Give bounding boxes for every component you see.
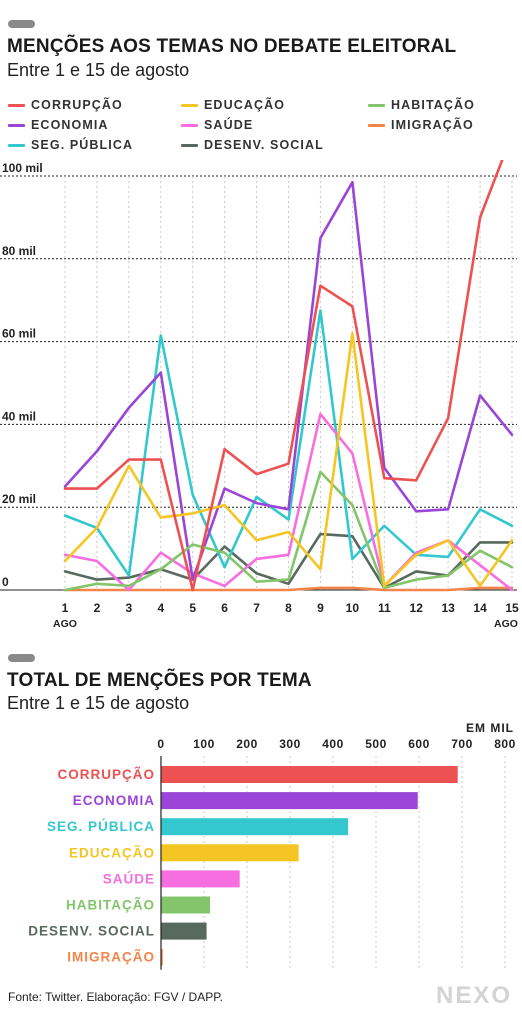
series-line-habitacao (63, 470, 514, 592)
category-label: SEG. PÚBLICA (47, 819, 155, 834)
legend-label: HABITAÇÃO (391, 98, 475, 112)
category-label: IMIGRAÇÃO (67, 950, 155, 965)
legend-item-desenv-social: DESENV. SOCIAL (181, 138, 324, 152)
legend-item-corrupcao: CORRUPÇÃO (8, 98, 123, 112)
x-tick-label: 9 (317, 601, 324, 615)
category-label: CORRUPÇÃO (57, 767, 155, 782)
legend-item-saude: SAÚDE (181, 118, 253, 132)
x-tick-label: 13 (441, 601, 455, 615)
x-tick-label: 4 (157, 601, 164, 615)
bar-educacao (161, 844, 299, 862)
bar-habitacao (161, 896, 211, 914)
bar-corrupcao (161, 766, 458, 783)
section-marker-bottom (8, 654, 35, 662)
series-line-educacao (63, 332, 514, 588)
y-tick-label: 40 mil (2, 409, 36, 423)
x-tick-label: 1 (62, 601, 69, 615)
legend-label: SAÚDE (204, 118, 254, 132)
legend-item-habitacao: HABITAÇÃO (368, 98, 475, 112)
unit-label: EM MIL (466, 721, 514, 735)
legend-item-economia: ECONOMIA (8, 118, 109, 132)
category-label: DESENV. SOCIAL (28, 924, 155, 939)
bar-saude (161, 870, 240, 888)
brand-logo: NEXO (435, 982, 512, 1009)
chart-title: MENÇÕES AOS TEMAS NO DEBATE ELEITORAL (7, 36, 457, 57)
bar-chart: EM MIL 0 100 200 300 400 500 600 700 800 CORRUPÇÃO… (28, 721, 516, 970)
x-tick-label: 300 (279, 737, 301, 751)
legend-item-imigracao: IMIGRAÇÃO (368, 118, 474, 132)
legend-item-educacao: EDUCAÇÃO (181, 98, 285, 112)
legend-label: ECONOMIA (31, 118, 109, 132)
x-tick-label: 2 (94, 601, 101, 615)
x-tick-label: 700 (451, 737, 473, 751)
legend-label: IMIGRAÇÃO (391, 118, 474, 132)
x-tick-label: 15 (505, 601, 519, 615)
legend-label: EDUCAÇÃO (204, 98, 286, 112)
series-line-desenv-social (63, 532, 514, 590)
x-tick-label: 0 (157, 737, 164, 751)
legend-swatch (181, 103, 198, 107)
x-tick-label: 12 (410, 601, 424, 615)
chart-subtitle: Entre 1 e 15 de agosto (7, 60, 190, 80)
y-tick-label: 100 mil (2, 161, 43, 175)
legend-swatch (368, 103, 385, 107)
x-tick-label: 8 (285, 601, 292, 615)
x-tick-label: 3 (126, 601, 133, 615)
legend-item-seg-publica: SEG. PÚBLICA (8, 138, 133, 152)
legend-label: SEG. PÚBLICA (31, 138, 134, 152)
legend-swatch (8, 143, 25, 147)
bar-chart-subtitle: Entre 1 e 15 de agosto (7, 693, 190, 713)
bar-economia (161, 792, 418, 810)
series-line-economia (63, 180, 514, 581)
x-tick-label: 500 (365, 737, 387, 751)
bar-desenv-social (161, 922, 207, 940)
legend-swatch (368, 123, 385, 127)
y-tick-label: 80 mil (2, 244, 36, 258)
x-tick-label: 6 (221, 601, 228, 615)
category-label: EDUCAÇÃO (69, 845, 155, 860)
section-marker-top (8, 20, 35, 28)
category-label: SAÚDE (103, 871, 155, 886)
legend-swatch (181, 123, 198, 127)
legend-label: CORRUPÇÃO (31, 98, 123, 112)
legend-label: DESENV. SOCIAL (204, 138, 324, 152)
x-tick-label: 10 (346, 601, 360, 615)
series-line-imigracao (63, 586, 514, 592)
category-label: ECONOMIA (73, 793, 155, 808)
x-tick-label: 800 (494, 737, 516, 751)
x-tick-label: 7 (253, 601, 260, 615)
bar-chart-title: TOTAL DE MENÇÕES POR TEMA (7, 670, 312, 691)
category-label: HABITAÇÃO (66, 898, 155, 913)
series-line-seg-publica (63, 309, 514, 577)
x-tick-sublabel: AGO (53, 618, 77, 630)
x-tick-label: 5 (189, 601, 196, 615)
y-tick-label: 0 (2, 575, 9, 589)
y-tick-label: 60 mil (2, 327, 36, 341)
x-tick-label: 11 (378, 601, 391, 615)
x-tick-label: 14 (473, 601, 487, 615)
bar-seg-publica (161, 818, 349, 836)
y-tick-label: 20 mil (2, 492, 36, 506)
x-tick-label: 100 (193, 737, 215, 751)
x-tick-sublabel: AGO (494, 618, 518, 630)
series-line-corrupcao (63, 160, 504, 592)
x-tick-label: 200 (236, 737, 258, 751)
x-tick-label: 600 (408, 737, 430, 751)
bar-imigracao (161, 948, 163, 966)
x-tick-label: 400 (322, 737, 344, 751)
legend-swatch (8, 103, 25, 107)
legend-swatch (8, 123, 25, 127)
legend-swatch (181, 143, 198, 147)
source-note: Fonte: Twitter. Elaboração: FGV / DAPP. (8, 990, 223, 1004)
